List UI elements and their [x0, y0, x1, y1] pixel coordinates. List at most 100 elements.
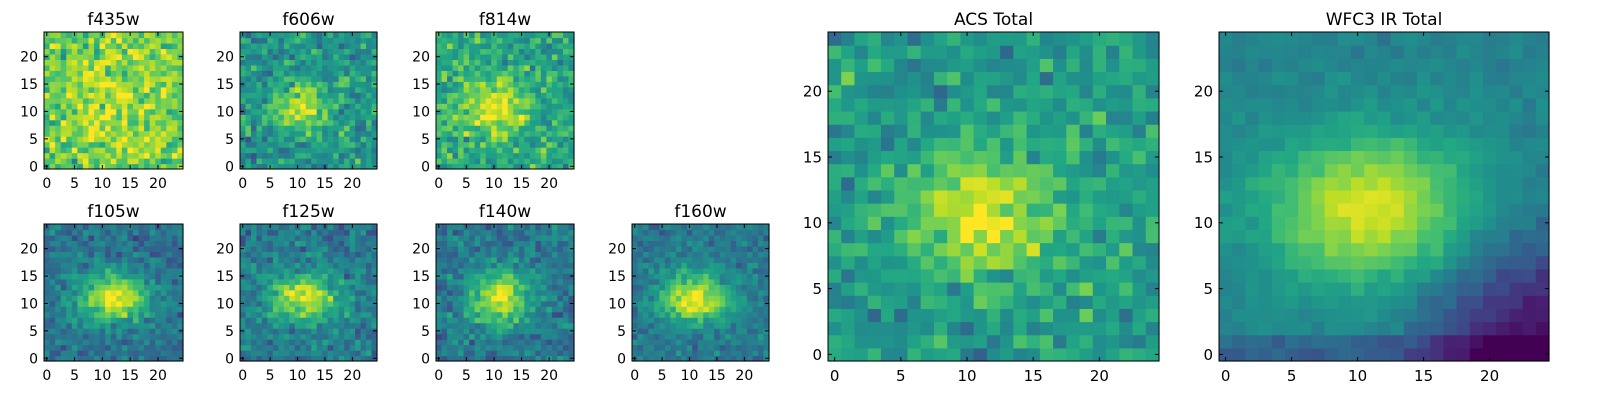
- heatmap-cell: [686, 339, 693, 346]
- heatmap-cell: [557, 333, 564, 340]
- heatmap-cell: [327, 234, 334, 242]
- heatmap-cell: [529, 273, 536, 280]
- heatmap-cell: [642, 284, 650, 291]
- heatmap-cell: [960, 163, 975, 178]
- heatmap-cell: [240, 251, 247, 258]
- heatmap-cell: [171, 70, 179, 77]
- heatmap-cell: [535, 289, 542, 296]
- heatmap-cell: [77, 262, 84, 269]
- heatmap-cell: [480, 130, 487, 137]
- heatmap-cell: [894, 321, 909, 336]
- heatmap-cell: [71, 92, 78, 99]
- heatmap-cell: [1079, 321, 1094, 336]
- heatmap-cell: [529, 48, 536, 55]
- heatmap-cell: [562, 245, 570, 252]
- heatmap-cell: [642, 311, 650, 318]
- heatmap-cell: [507, 256, 514, 263]
- heatmap-cell: [880, 255, 895, 270]
- heatmap-cell: [1013, 189, 1028, 204]
- x-tick-label: 20: [735, 368, 753, 384]
- heatmap-cell: [49, 163, 56, 170]
- heatmap-cell: [719, 245, 726, 252]
- heatmap-cell: [99, 136, 106, 143]
- heatmap-cell: [322, 70, 329, 77]
- heatmap-cell: [681, 234, 688, 242]
- heatmap-cell: [507, 344, 514, 351]
- heatmap-cell: [77, 59, 84, 66]
- heatmap-cell: [261, 339, 268, 346]
- heatmap-cell: [338, 245, 345, 252]
- heatmap-cell: [1039, 203, 1054, 217]
- x-tick-label: 15: [316, 176, 334, 192]
- heatmap-cell: [730, 306, 737, 313]
- heatmap-cell: [703, 339, 710, 346]
- heatmap-cell: [305, 256, 312, 263]
- heatmap-cell: [907, 150, 922, 165]
- heatmap-cell: [283, 229, 290, 236]
- heatmap-cell: [77, 256, 84, 263]
- heatmap-cell: [349, 262, 356, 269]
- heatmap-cell: [55, 295, 62, 302]
- heatmap-cell: [648, 273, 655, 280]
- heatmap-cell: [670, 295, 677, 302]
- heatmap-cell: [535, 295, 542, 302]
- heatmap-cell: [1039, 242, 1054, 257]
- heatmap-cell: [507, 103, 514, 110]
- heatmap-cell: [349, 317, 356, 324]
- heatmap-cell: [659, 256, 666, 263]
- heatmap-cell: [513, 48, 520, 55]
- heatmap-cell: [333, 224, 340, 231]
- heatmap-cell: [261, 333, 268, 340]
- heatmap-cell: [177, 295, 184, 302]
- heatmap-cell: [763, 295, 770, 302]
- heatmap-cell: [452, 37, 459, 44]
- heatmap-cell: [458, 245, 465, 252]
- heatmap-cell: [632, 344, 639, 351]
- heatmap-cell: [366, 141, 373, 148]
- heatmap-cell: [71, 328, 78, 335]
- heatmap-cell: [344, 350, 351, 357]
- heatmap-cell: [360, 59, 367, 66]
- heatmap-cell: [692, 251, 699, 258]
- heatmap-cell: [349, 92, 356, 99]
- heatmap-cell: [692, 344, 699, 351]
- heatmap-cell: [245, 103, 252, 110]
- heatmap-cell: [355, 136, 362, 143]
- heatmap-cell: [1000, 321, 1014, 336]
- heatmap-cell: [725, 245, 732, 252]
- heatmap-cell: [659, 295, 666, 302]
- heatmap-cell: [524, 81, 531, 88]
- heatmap-cell: [110, 278, 117, 285]
- heatmap-cell: [469, 32, 476, 39]
- heatmap-cell: [261, 114, 268, 121]
- heatmap-cell: [485, 53, 492, 60]
- heatmap-cell: [256, 86, 263, 93]
- heatmap-cell: [77, 224, 84, 231]
- heatmap-cell: [144, 64, 151, 71]
- heatmap-cell: [447, 328, 454, 335]
- heatmap-cell: [1039, 229, 1054, 244]
- heatmap-cell: [88, 92, 95, 99]
- heatmap-cell: [551, 141, 559, 148]
- heatmap-cell: [692, 355, 699, 362]
- heatmap-cell: [300, 317, 307, 324]
- heatmap-cell: [513, 267, 520, 274]
- heatmap-cell: [507, 224, 514, 231]
- y-tick-label: 20: [216, 242, 234, 258]
- heatmap-cell: [371, 278, 378, 285]
- heatmap-cell: [132, 125, 140, 132]
- heatmap-cell: [300, 284, 307, 291]
- heatmap-cell: [240, 130, 247, 137]
- heatmap-cell: [502, 251, 509, 258]
- heatmap-cell: [105, 267, 112, 274]
- heatmap-cell: [245, 81, 252, 88]
- heatmap-cell: [149, 355, 156, 362]
- heatmap-cell: [261, 53, 268, 60]
- heatmap-cell: [289, 273, 296, 280]
- heatmap-cell: [670, 306, 677, 313]
- heatmap-cell: [1119, 334, 1134, 349]
- heatmap-cell: [463, 152, 470, 159]
- heatmap-cell: [907, 203, 922, 217]
- heatmap-cell: [562, 300, 570, 307]
